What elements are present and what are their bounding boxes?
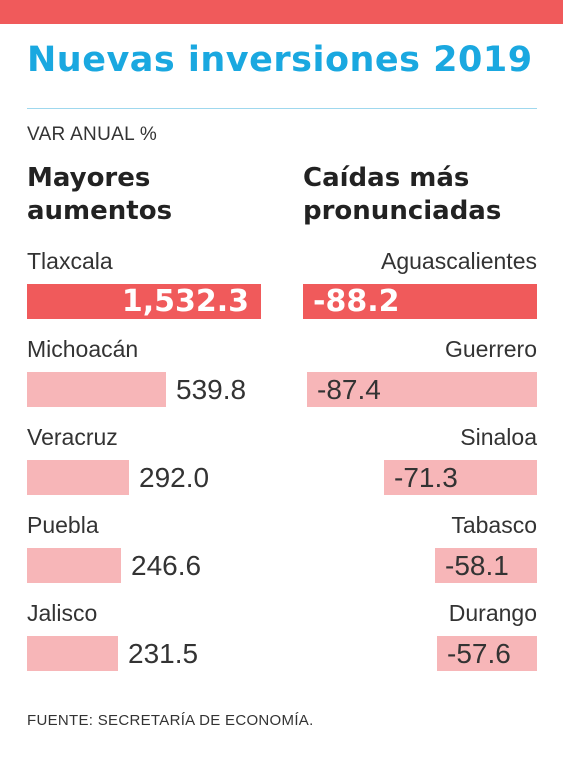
right-category-label: Guerrero	[444, 336, 537, 362]
right-category-label: Durango	[448, 600, 537, 626]
right-category-label: Sinaloa	[460, 424, 537, 450]
right-bar	[435, 548, 537, 583]
right-category-label: Tabasco	[451, 512, 537, 538]
right-heading-line-2: pronunciadas	[303, 196, 502, 226]
left-bar	[27, 636, 118, 671]
right-bar	[437, 636, 537, 671]
left-category-label: Michoacán	[27, 336, 139, 362]
chart-subtitle: VAR ANUAL %	[27, 124, 158, 145]
left-category-label: Veracruz	[27, 424, 118, 450]
left-value-label: 246.6	[131, 550, 202, 581]
right-category-label: Aguascalientes	[381, 248, 537, 274]
left-bar	[27, 284, 261, 319]
right-value-label: -88.2	[313, 284, 400, 319]
right-bar	[384, 460, 537, 495]
left-value-label: 231.5	[128, 638, 199, 669]
left-heading-line-2: aumentos	[27, 196, 173, 226]
right-column-heading: Caídas más pronunciadas	[303, 162, 501, 228]
left-heading-line-1: Mayores	[27, 163, 151, 193]
left-category-label: Puebla	[27, 512, 99, 538]
right-bar	[303, 284, 537, 319]
left-column-heading: Mayores aumentos	[27, 162, 172, 228]
left-bar	[27, 460, 129, 495]
left-value-label: 292.0	[139, 462, 210, 493]
chart-title: Nuevas inversiones 2019	[27, 40, 533, 80]
left-category-label: Jalisco	[27, 600, 98, 626]
right-bar	[307, 372, 537, 407]
top-accent-bar	[0, 0, 563, 24]
left-value-label: 1,532.3	[121, 284, 249, 319]
left-bar	[27, 548, 121, 583]
right-value-label: -58.1	[445, 550, 509, 581]
left-category-label: Tlaxcala	[27, 248, 113, 274]
left-bar	[27, 372, 166, 407]
right-value-label: -71.3	[394, 462, 458, 493]
right-value-label: -57.6	[447, 638, 511, 669]
right-value-label: -87.4	[317, 374, 381, 405]
title-divider	[27, 108, 537, 109]
source-note: FUENTE: SECRETARÍA DE ECONOMÍA.	[27, 712, 314, 729]
right-heading-line-1: Caídas más	[303, 163, 470, 193]
left-value-label: 539.8	[176, 374, 247, 405]
